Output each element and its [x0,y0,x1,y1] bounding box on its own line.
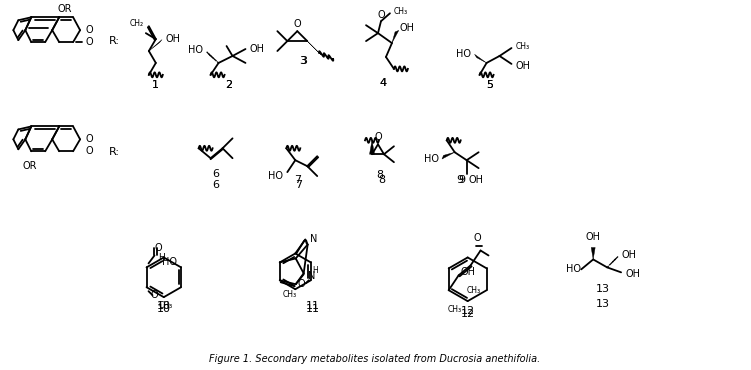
Text: Figure 1. Secondary metabolites isolated from Ducrosia anethifolia.: Figure 1. Secondary metabolites isolated… [210,354,541,364]
Text: CH₃: CH₃ [466,286,481,295]
Text: HO: HO [424,154,439,164]
Text: OH: OH [586,232,601,242]
Text: 8: 8 [376,170,384,180]
Polygon shape [442,152,454,159]
Text: H: H [158,253,165,262]
Text: 5: 5 [486,80,493,90]
Text: OH: OH [621,250,636,260]
Text: 10: 10 [157,304,170,314]
Text: 4: 4 [379,78,387,88]
Polygon shape [307,41,321,55]
Text: 1: 1 [152,80,159,90]
Text: 13: 13 [596,284,610,294]
Text: O: O [377,10,385,20]
Text: O: O [374,132,382,142]
Text: 1: 1 [152,80,159,90]
Text: 11: 11 [306,301,320,311]
Text: O: O [294,19,301,29]
Text: O: O [85,134,92,144]
Text: CH₃: CH₃ [515,41,529,51]
Text: O: O [474,233,481,243]
Text: N: N [309,233,317,243]
Polygon shape [149,40,162,51]
Text: OH: OH [166,34,181,44]
Text: 10: 10 [157,301,170,311]
Polygon shape [475,54,487,63]
Polygon shape [369,140,375,154]
Text: 9: 9 [456,175,463,185]
Text: 5: 5 [486,80,493,90]
Text: 6: 6 [212,180,219,190]
Text: OH: OH [469,175,484,185]
Text: 3: 3 [300,56,306,66]
Text: 2: 2 [225,80,232,90]
Text: HO: HO [268,171,283,181]
Text: O: O [150,290,158,300]
Text: R:: R: [109,147,120,157]
Text: OH: OH [400,23,415,33]
Text: 7: 7 [294,175,301,185]
Text: CH₃: CH₃ [283,290,297,299]
Text: OR: OR [58,4,72,14]
Text: HO: HO [162,258,177,268]
Text: 13: 13 [596,299,610,309]
Polygon shape [591,248,596,259]
Text: CH₂: CH₂ [130,19,144,28]
Text: O: O [155,243,162,253]
Text: HO: HO [456,49,471,59]
Text: HO: HO [566,264,581,275]
Text: 3: 3 [299,56,306,66]
Text: 8: 8 [379,175,385,185]
Text: 2: 2 [225,80,232,90]
Text: H: H [312,266,318,275]
Text: 11: 11 [306,304,320,314]
Text: 7: 7 [294,180,302,190]
Text: N: N [308,271,315,281]
Text: CH₃: CH₃ [448,305,462,313]
Text: CH₃: CH₃ [158,301,173,310]
Text: 6: 6 [212,169,219,179]
Text: HO: HO [188,45,203,55]
Polygon shape [392,30,399,43]
Text: 4: 4 [379,78,387,88]
Text: O: O [85,146,92,156]
Text: R:: R: [109,36,120,46]
Text: CH₃: CH₃ [394,7,408,16]
Text: O: O [85,37,92,47]
Text: 12: 12 [460,309,475,319]
Text: OH: OH [515,61,530,71]
Text: O: O [85,25,92,35]
Text: OH: OH [460,268,475,278]
Text: 9: 9 [458,175,465,185]
Text: OH: OH [249,44,264,54]
Text: OR: OR [22,161,37,171]
Text: OH: OH [625,269,640,279]
Text: O: O [297,279,305,289]
Text: 12: 12 [460,306,475,316]
